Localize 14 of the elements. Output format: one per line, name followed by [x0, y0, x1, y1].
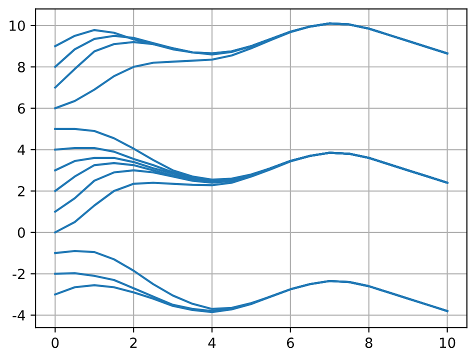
y-tick-label: 6	[18, 103, 25, 114]
y-tick-label: 4	[18, 144, 26, 155]
y-tick-label: 0	[18, 227, 25, 238]
x-tick-label: 6	[286, 338, 294, 348]
y-tick-label: 2	[18, 186, 24, 196]
y-tick-label: 8	[18, 62, 25, 72]
x-tick-label: 10	[440, 338, 456, 348]
x-tick-label: 8	[365, 338, 372, 348]
y-tick-label: -2	[12, 268, 24, 280]
y-tick-label: 10	[10, 20, 25, 31]
x-tick-label: 2	[130, 338, 137, 348]
x-tick-label: 4	[208, 338, 216, 348]
x-tick-label: 0	[52, 338, 59, 348]
y-tick-label: -4	[12, 310, 26, 320]
